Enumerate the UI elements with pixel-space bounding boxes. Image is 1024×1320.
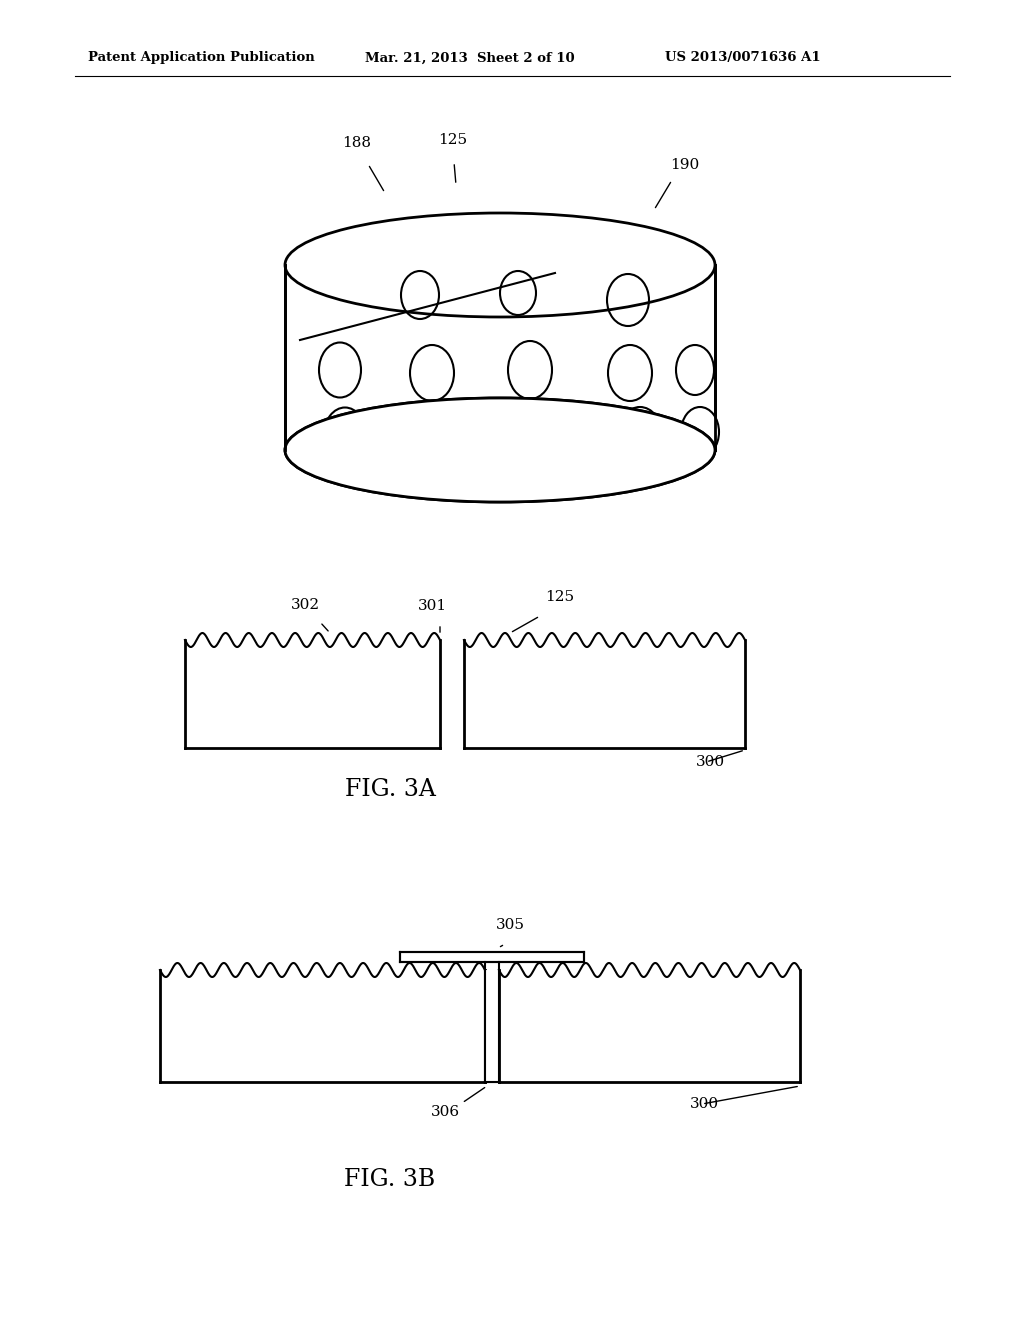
Ellipse shape <box>285 399 715 502</box>
Text: 300: 300 <box>696 755 725 770</box>
Ellipse shape <box>676 345 714 395</box>
Polygon shape <box>464 634 745 748</box>
Text: 188: 188 <box>342 136 372 150</box>
Polygon shape <box>400 952 584 962</box>
Polygon shape <box>160 964 485 1082</box>
Text: 190: 190 <box>670 158 699 172</box>
Text: FIG. 2: FIG. 2 <box>463 480 537 503</box>
Polygon shape <box>499 964 800 1082</box>
Ellipse shape <box>508 341 552 399</box>
Text: 300: 300 <box>690 1097 719 1111</box>
Text: FIG. 3A: FIG. 3A <box>344 779 435 801</box>
Ellipse shape <box>285 399 715 502</box>
Ellipse shape <box>516 411 560 466</box>
Ellipse shape <box>500 271 536 315</box>
Text: 302: 302 <box>291 598 319 612</box>
Ellipse shape <box>607 275 649 326</box>
Polygon shape <box>485 970 499 1082</box>
Text: US 2013/0071636 A1: US 2013/0071636 A1 <box>665 51 820 65</box>
Text: 125: 125 <box>438 133 468 147</box>
Ellipse shape <box>618 407 662 463</box>
Ellipse shape <box>418 409 462 465</box>
Ellipse shape <box>319 342 361 397</box>
Text: 305: 305 <box>496 917 524 932</box>
Text: 306: 306 <box>430 1105 460 1119</box>
Text: Patent Application Publication: Patent Application Publication <box>88 51 314 65</box>
Ellipse shape <box>681 407 719 457</box>
Text: FIG. 3B: FIG. 3B <box>344 1168 435 1192</box>
Ellipse shape <box>608 345 652 401</box>
Polygon shape <box>185 634 440 748</box>
Ellipse shape <box>324 408 366 462</box>
Ellipse shape <box>410 345 454 401</box>
Text: 301: 301 <box>418 599 446 612</box>
Text: 125: 125 <box>546 590 574 605</box>
Ellipse shape <box>401 271 439 319</box>
Text: Mar. 21, 2013  Sheet 2 of 10: Mar. 21, 2013 Sheet 2 of 10 <box>365 51 574 65</box>
